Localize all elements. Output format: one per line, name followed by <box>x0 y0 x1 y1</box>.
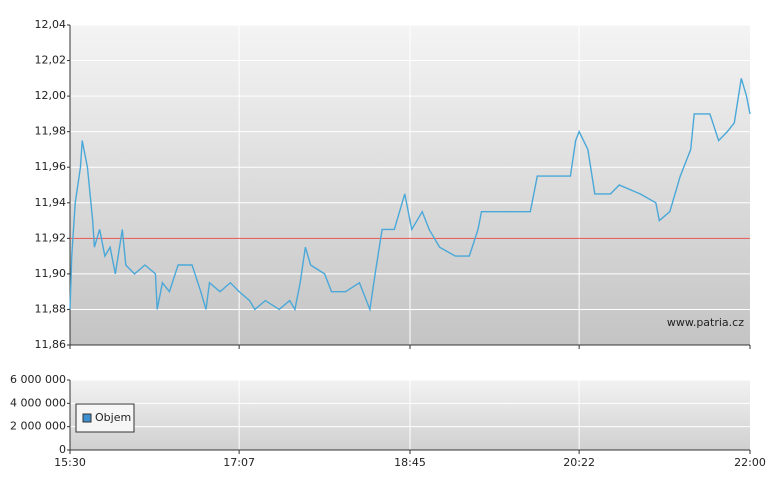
y-tick-label: 11,94 <box>35 196 67 209</box>
y-tick-label: 4 000 000 <box>10 396 66 409</box>
y-tick-label: 0 <box>59 443 66 456</box>
y-tick-label: 12,04 <box>35 18 67 31</box>
y-tick-label: 12,00 <box>35 89 67 102</box>
y-tick-label: 11,90 <box>35 267 67 280</box>
y-tick-label: 11,96 <box>35 160 67 173</box>
y-tick-label: 6 000 000 <box>10 373 66 386</box>
y-tick-label: 11,86 <box>35 338 67 351</box>
x-tick-label: 18:45 <box>394 456 426 469</box>
x-tick-label: 17:07 <box>223 456 255 469</box>
legend-label: Objem <box>95 411 131 424</box>
y-tick-label: 12,02 <box>35 54 67 67</box>
price-line <box>69 78 751 313</box>
y-tick-label: 2 000 000 <box>10 420 66 433</box>
x-tick-label: 20:22 <box>563 456 595 469</box>
watermark: www.patria.cz <box>667 316 744 329</box>
x-tick-label: 15:30 <box>54 456 86 469</box>
y-tick-label: 11,88 <box>35 302 67 315</box>
y-tick-label: 11,98 <box>35 125 67 138</box>
y-tick-label: 11,92 <box>35 231 67 244</box>
x-tick-label: 22:00 <box>734 456 766 469</box>
legend-swatch <box>82 413 92 423</box>
